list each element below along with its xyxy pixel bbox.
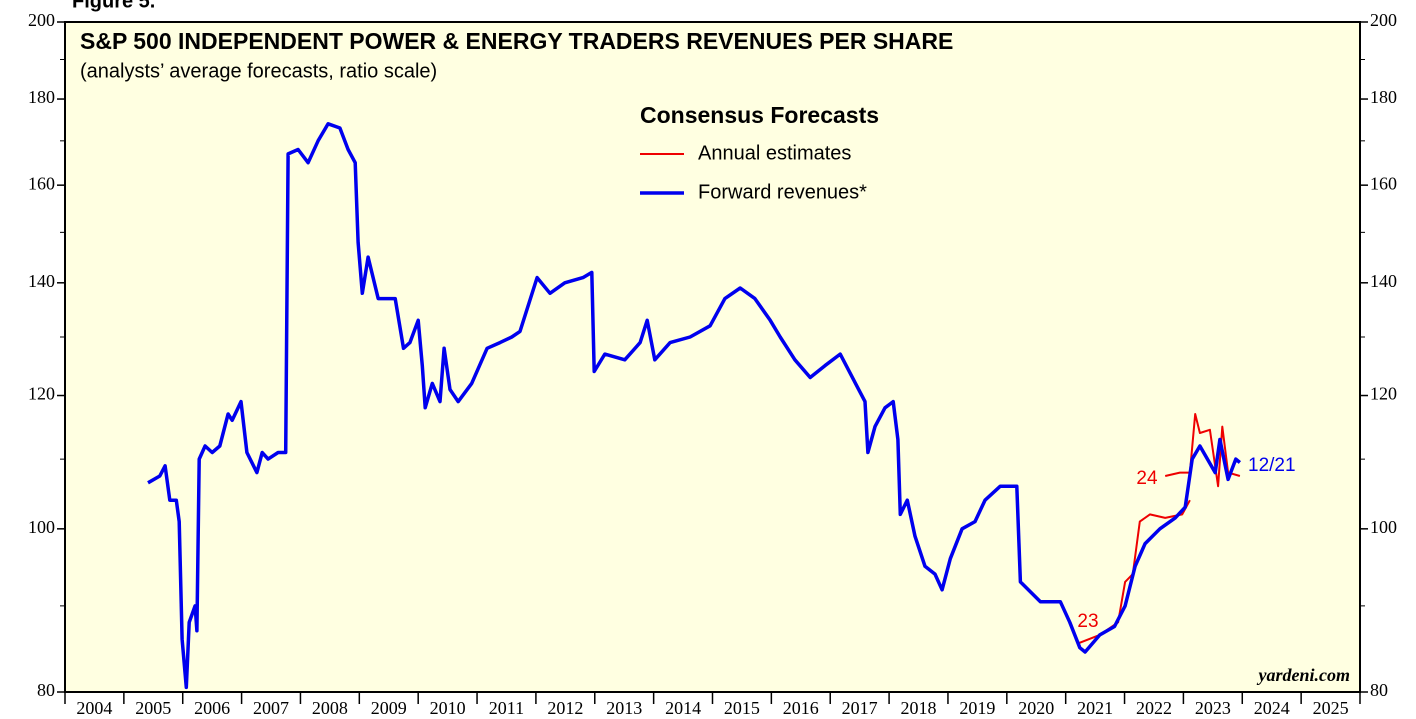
x-tick-label: 2006 <box>194 698 230 718</box>
x-tick-label: 2015 <box>724 698 760 718</box>
annotation: 24 <box>1136 468 1158 489</box>
y-tick-label: 200 <box>28 10 55 30</box>
x-tick-label: 2007 <box>253 698 289 718</box>
x-tick-label: 2004 <box>76 698 112 718</box>
figure-label: Figure 5. <box>72 0 155 12</box>
y-tick-label: 160 <box>28 173 55 193</box>
annotation: 12/21 <box>1248 455 1296 476</box>
x-tick-label: 2012 <box>547 698 583 718</box>
x-tick-label: 2024 <box>1254 698 1290 718</box>
x-tick-label: 2020 <box>1018 698 1054 718</box>
x-tick-label: 2009 <box>371 698 407 718</box>
x-tick-label: 2008 <box>312 698 348 718</box>
x-tick-label: 2019 <box>959 698 995 718</box>
x-tick-label: 2023 <box>1195 698 1231 718</box>
x-tick-label: 2017 <box>842 698 878 718</box>
x-tick-label: 2016 <box>783 698 819 718</box>
y-tick-label: 140 <box>28 271 55 291</box>
y-tick-label-right: 120 <box>1370 384 1397 404</box>
x-tick-label: 2005 <box>135 698 171 718</box>
source: yardeni.com <box>1257 665 1351 685</box>
annotation: 23 <box>1077 611 1098 632</box>
x-tick-label: 2025 <box>1313 698 1349 718</box>
chart-title: S&P 500 INDEPENDENT POWER & ENERGY TRADE… <box>80 28 953 54</box>
y-tick-label-right: 200 <box>1370 10 1397 30</box>
y-tick-label-right: 100 <box>1370 517 1397 537</box>
series-line <box>147 122 1242 690</box>
legend-label: Annual estimates <box>698 142 851 164</box>
y-tick-label-right: 80 <box>1370 680 1388 700</box>
legend-label: Forward revenues* <box>698 181 867 203</box>
x-tick-label: 2014 <box>665 698 701 718</box>
legend-title: Consensus Forecasts <box>640 102 879 128</box>
x-tick-label: 2021 <box>1077 698 1113 718</box>
y-tick-label-right: 140 <box>1370 271 1397 291</box>
y-tick-label: 180 <box>28 87 55 107</box>
y-tick-label: 80 <box>37 680 55 700</box>
plot-area <box>64 21 1361 693</box>
x-tick-label: 2013 <box>606 698 642 718</box>
y-tick-label-right: 160 <box>1370 173 1397 193</box>
chart-subtitle: (analysts’ average forecasts, ratio scal… <box>80 60 437 82</box>
x-tick-label: 2022 <box>1136 698 1172 718</box>
y-tick-label: 100 <box>28 517 55 537</box>
x-tick-label: 2018 <box>901 698 937 718</box>
y-tick-label-right: 180 <box>1370 87 1397 107</box>
y-tick-label: 120 <box>28 384 55 404</box>
x-tick-label: 2010 <box>430 698 466 718</box>
x-tick-label: 2011 <box>489 698 524 718</box>
